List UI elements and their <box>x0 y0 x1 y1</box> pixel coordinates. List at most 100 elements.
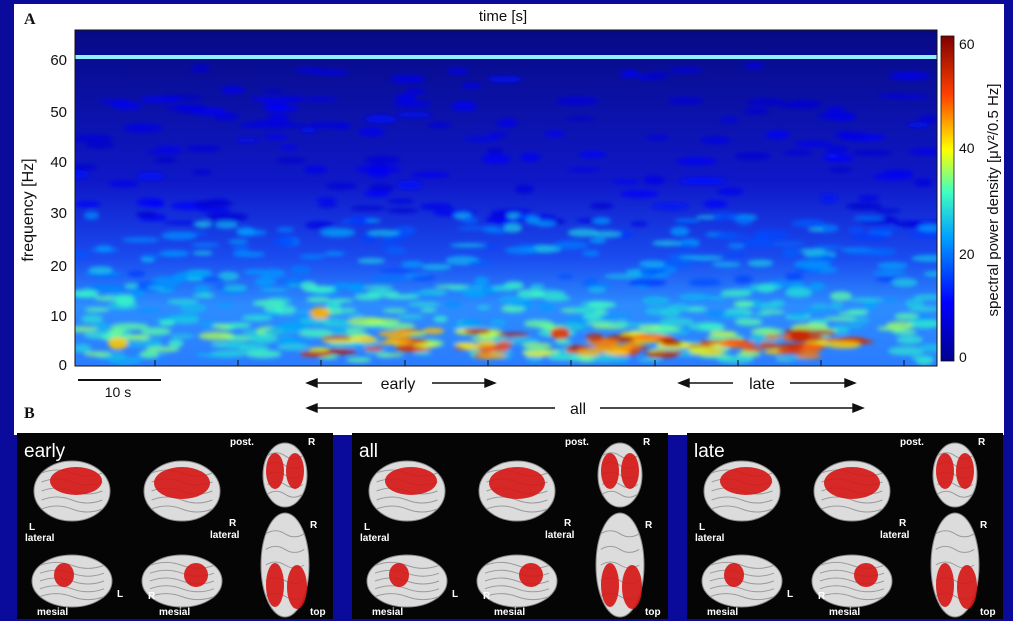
spectrogram-blob-6 <box>643 175 665 185</box>
brain-label-r_top: R <box>978 437 986 448</box>
spectrogram-blob-224 <box>589 237 607 244</box>
spectrogram-blob-341 <box>84 307 110 312</box>
spectrogram-blob-217 <box>768 280 790 285</box>
brain-label-l2: L <box>452 589 458 600</box>
spectrogram-blob-72 <box>108 180 140 188</box>
spectrogram-blob-246 <box>159 250 190 257</box>
brain-lateral-right-sulcus-4 <box>151 505 213 513</box>
brain-mesial-right-sulcus-3 <box>819 585 885 593</box>
spectrogram-blob-327 <box>95 245 113 253</box>
spectrogram-blob-617 <box>327 319 348 324</box>
spectrogram-blob-437 <box>309 285 336 293</box>
spectrogram-blob-365 <box>192 293 210 298</box>
spectrogram-blob-296 <box>366 229 401 237</box>
spectrogram-blob-112 <box>279 145 299 150</box>
spectrogram-blob-438 <box>407 292 438 296</box>
spectrogram-blob-263 <box>232 245 250 253</box>
brain-mesial-left-sulcus-0 <box>39 561 105 569</box>
spectrogram-blob-620 <box>264 327 299 336</box>
brain-label-top: top <box>980 607 996 618</box>
spectrogram-blob-120 <box>463 136 500 142</box>
spectrogram-blob-75 <box>410 171 451 179</box>
brain-label-mesial_right: mesial <box>159 607 190 618</box>
spectrogram-blob-270 <box>484 227 509 234</box>
spectrogram-blob-487 <box>346 357 372 363</box>
spectrogram-hot-63 <box>644 350 679 358</box>
spectrogram-frame <box>74 29 938 367</box>
spectrogram-blob-260 <box>194 220 212 228</box>
brain-mesial-left-sulcus-0 <box>709 561 775 569</box>
y-tick-60: 60 <box>50 52 67 69</box>
spectrogram-hot-64 <box>475 340 497 347</box>
spectrogram-blob-113 <box>620 189 659 198</box>
spectrogram-blob-294 <box>768 241 806 246</box>
spectrogram-blob-331 <box>659 317 694 327</box>
spectrogram-blob-295 <box>232 251 266 258</box>
colorbar: 0 20 40 60 spectral power density [μV²/0… <box>940 35 1002 365</box>
spectrogram-blob-399 <box>241 314 273 322</box>
spectrogram-blob-287 <box>456 226 490 231</box>
spectrogram-blob-381 <box>93 286 129 292</box>
spectrogram-blob-200 <box>876 262 909 270</box>
brain-top-sulcus-0 <box>935 530 975 538</box>
spectrogram-blob-628 <box>124 334 151 341</box>
brain-lateral-left <box>368 460 446 522</box>
spectrogram-blob-10 <box>718 117 740 123</box>
spectrogram-blob-388 <box>749 283 783 291</box>
spectrogram-blob-436 <box>462 290 486 298</box>
brain-lateral-left-activation-0 <box>720 467 772 495</box>
spectrogram-blob-198 <box>567 228 599 238</box>
spectrogram-blob-320 <box>715 232 739 240</box>
spectrogram-blob-455 <box>810 304 829 308</box>
spectrogram-blob-390 <box>179 303 207 313</box>
spectrogram-blob-147 <box>285 123 307 128</box>
spectrogram-blob-226 <box>557 274 574 279</box>
spectrogram-blob-306 <box>867 226 902 232</box>
spectrogram-blob-0 <box>487 132 508 138</box>
spectrogram-blob-621 <box>734 318 763 326</box>
spectrogram-hot-82 <box>800 346 822 353</box>
panel-b-background <box>14 426 1004 435</box>
panel-a-letter: A <box>24 11 36 28</box>
brain-label-l: L <box>29 522 35 533</box>
spectrogram-blob-151 <box>818 111 856 121</box>
brain-label-post: post. <box>565 437 589 448</box>
spectrogram-blob-384 <box>434 284 469 289</box>
spectrogram-hot-20 <box>322 338 356 344</box>
spectrogram-blob-92 <box>630 221 648 227</box>
spectrogram-blob-158 <box>651 203 689 210</box>
spectrogram-blob-114 <box>364 115 398 124</box>
brain-label-l2: L <box>787 589 793 600</box>
brain-lateral-left <box>33 460 111 522</box>
brain-mesial-right-sulcus-2 <box>819 577 885 585</box>
spectrogram-blob-435 <box>325 300 342 310</box>
brain-mesial-right <box>476 554 558 608</box>
colorbar-gradient <box>940 35 955 362</box>
brain-label-l: L <box>364 522 370 533</box>
brain-mesial-right-sulcus-2 <box>149 577 215 585</box>
scale-bar-label: 10 s <box>105 384 131 400</box>
spectrogram-blob-55 <box>669 67 704 74</box>
brain-panel-title: early <box>24 441 66 462</box>
spectrogram-hot-56 <box>422 327 445 335</box>
spectrogram-blob-9 <box>825 145 849 154</box>
spectrogram-blob-370 <box>733 300 755 308</box>
brain-lateral-right-sulcus-3 <box>821 496 883 504</box>
brain-mesial-right-activation-0 <box>519 563 543 587</box>
y-axis-label: frequency [Hz] <box>20 158 37 261</box>
spectrogram-blob-2 <box>302 97 338 102</box>
brain-mesial-left-sulcus-4 <box>374 593 440 601</box>
spectrogram-blob-419 <box>599 313 632 318</box>
brain-top-sulcus-1 <box>600 545 640 553</box>
brain-lateral-right-sulcus-4 <box>821 505 883 513</box>
spectrogram-blob-130 <box>746 98 786 107</box>
brain-top <box>595 512 645 618</box>
spectrogram-blob-396 <box>587 287 606 293</box>
spectrogram-hot-59 <box>597 339 621 345</box>
spectrogram-hot-16 <box>363 346 384 352</box>
brain-mesial-left <box>366 554 448 608</box>
spectrogram-blob-448 <box>501 305 526 313</box>
spectrogram-blob-184 <box>891 278 918 288</box>
spectrogram-hot-13 <box>683 343 716 349</box>
spectrogram-hot-86 <box>603 350 631 355</box>
